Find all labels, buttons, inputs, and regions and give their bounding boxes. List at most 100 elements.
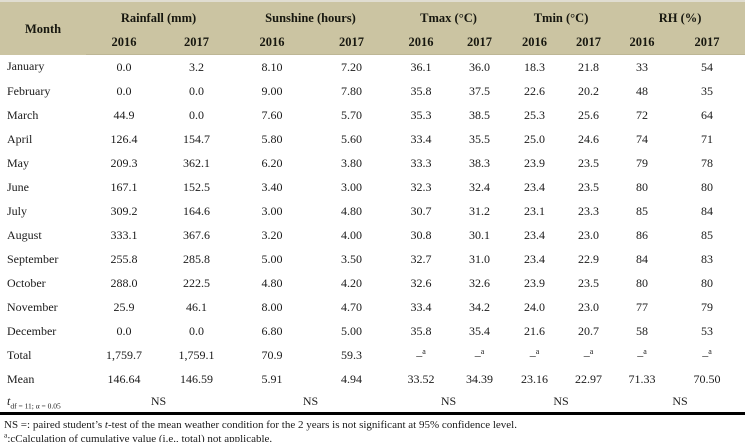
- value-cell: 3.20: [261, 227, 283, 242]
- month-cell: October: [7, 275, 46, 290]
- value-cell: 164.6: [183, 203, 210, 218]
- value-cell: 86: [636, 227, 649, 242]
- footnote-sup-a: a: [4, 430, 8, 440]
- value-cell: 25.6: [578, 107, 600, 122]
- value-cell: 152.5: [183, 179, 210, 194]
- year-header: 2016: [390, 31, 453, 55]
- value-cell: 167.1: [110, 179, 138, 194]
- value-cell: 33.3: [410, 155, 432, 170]
- value-cell: 78: [701, 155, 714, 170]
- value-cell: 80: [701, 179, 714, 194]
- value-cell: 4.80: [341, 203, 362, 218]
- value-cell: 32.3: [410, 179, 432, 194]
- year-header: 2016: [615, 31, 670, 55]
- value-cell: 35.5: [469, 131, 491, 146]
- value-cell: –a: [637, 346, 647, 362]
- value-cell: 23.5: [578, 155, 600, 170]
- value-cell: 23.5: [578, 179, 600, 194]
- value-cell: 4.80: [261, 275, 283, 290]
- value-cell: 23.4: [524, 179, 546, 194]
- value-cell: 309.2: [110, 203, 138, 218]
- table-row: November 25.9 46.1 8.00 4.70 33.4 34.2 24.0 23.0…: [0, 295, 745, 319]
- value-cell: 85: [701, 227, 714, 242]
- table-row: March 44.9 0.0 7.60 5.70 35.3 38.5 25.3 25.6 72 64: [0, 103, 745, 127]
- value-cell: 23.3: [578, 203, 600, 218]
- value-cell: 4.20: [341, 275, 362, 290]
- value-cell: 25.0: [524, 131, 546, 146]
- value-cell: 20.7: [578, 323, 600, 338]
- table-row: Mean 146.64 146.59 5.91 4.94 33.52 34.39 23.16 2…: [0, 367, 745, 391]
- table-footnotes: NS =: paired student’s t-test of the mea…: [0, 415, 745, 442]
- weather-table: Month Rainfall (mm) Sunshine (hours) Tma…: [0, 0, 745, 415]
- value-cell: 3.40: [261, 179, 283, 194]
- t-symbol: t: [7, 394, 11, 408]
- table-row: September 255.8 285.8 5.00 3.50 32.7 31.0 23.4 2…: [0, 247, 745, 271]
- value-cell: 23.0: [578, 227, 600, 242]
- value-cell: 35: [701, 83, 714, 98]
- table-row: December 0.0 0.0 6.80 5.00 35.8 35.4 21.6 20.7 58…: [0, 319, 745, 343]
- value-cell: 34.39: [466, 371, 494, 386]
- value-cell: 24.0: [524, 299, 546, 314]
- value-cell: 0.0: [189, 83, 204, 98]
- value-cell: 154.7: [183, 131, 210, 146]
- value-cell: 362.1: [183, 155, 210, 170]
- value-cell: 23.0: [578, 299, 600, 314]
- not-applicable-superscript: a: [708, 346, 712, 356]
- value-cell: 32.7: [410, 251, 432, 266]
- value-cell: 255.8: [110, 251, 138, 266]
- month-cell: September: [7, 251, 59, 266]
- month-cell: August: [7, 227, 42, 242]
- value-cell: 33.52: [407, 371, 435, 386]
- header-year-row: 2016 2017 2016 2017 2016 2017 2016 2017 …: [0, 31, 745, 55]
- footnote-ns-text-cont: -test of the mean weather condition for …: [107, 419, 517, 431]
- table-row: July 309.2 164.6 3.00 4.80 30.7 31.2 23.1 23.3 85…: [0, 199, 745, 223]
- footnote-dash-text: :cCalculation of cumulative value (i.e.,…: [7, 433, 273, 442]
- value-cell: 5.80: [261, 131, 283, 146]
- month-cell: July: [7, 203, 28, 218]
- value-cell: 3.00: [341, 179, 362, 194]
- value-cell: 32.4: [469, 179, 491, 194]
- value-cell: –a: [583, 346, 594, 362]
- table-row: June 167.1 152.5 3.40 3.00 32.3 32.4 23.4 23.5 80…: [0, 175, 745, 199]
- month-cell: February: [7, 83, 51, 98]
- value-cell: 77: [636, 299, 649, 314]
- table-row: February 0.0 0.0 9.00 7.80 35.8 37.5 22.6 20.2 48…: [0, 79, 745, 103]
- value-cell: 5.60: [341, 131, 362, 146]
- value-cell: 209.3: [110, 155, 138, 170]
- table-footer: tdf = 11; α = 0.05 NS NS NS NS NS: [0, 391, 745, 415]
- value-cell: 84: [636, 251, 649, 266]
- month-cell: March: [7, 107, 39, 122]
- value-cell: 0.0: [116, 323, 132, 338]
- value-cell: 25.9: [113, 299, 135, 314]
- value-cell: 58: [636, 323, 649, 338]
- value-cell: 3.00: [261, 203, 283, 218]
- value-cell: 7.80: [341, 83, 362, 98]
- month-cell: Total: [7, 347, 32, 362]
- value-cell: 35.8: [410, 323, 432, 338]
- value-cell: 48: [636, 83, 649, 98]
- ns-cell-sunshine: NS: [231, 391, 391, 415]
- not-applicable-superscript: a: [480, 346, 485, 356]
- value-cell: 146.59: [180, 371, 213, 386]
- column-group-sunshine: Sunshine (hours): [231, 1, 391, 31]
- month-cell: Mean: [7, 371, 35, 386]
- value-cell: 285.8: [183, 251, 210, 266]
- table-row: January 0.0 3.2 8.10 7.20 36.1 36.0 18.3 21.8 33 5…: [0, 55, 745, 80]
- value-cell: 6.80: [261, 323, 283, 338]
- t-subscript: df = 11; α = 0.05: [10, 401, 61, 411]
- value-cell: 0.0: [189, 107, 204, 122]
- value-cell: 71.33: [628, 371, 656, 386]
- not-applicable-superscript: a: [535, 346, 540, 356]
- t-test-label: tdf = 11; α = 0.05: [0, 391, 86, 415]
- value-cell: 23.1: [524, 203, 546, 218]
- value-cell: 23.9: [524, 155, 546, 170]
- column-group-tmax: Tmax (°C): [390, 1, 508, 31]
- value-cell: 33: [636, 59, 649, 74]
- month-cell: June: [7, 179, 29, 194]
- column-group-tmin: Tmin (°C): [507, 1, 616, 31]
- value-cell: 44.9: [113, 107, 135, 122]
- value-cell: 8.00: [261, 299, 283, 314]
- column-group-rh: RH (%): [615, 1, 745, 31]
- value-cell: 46.1: [186, 299, 207, 314]
